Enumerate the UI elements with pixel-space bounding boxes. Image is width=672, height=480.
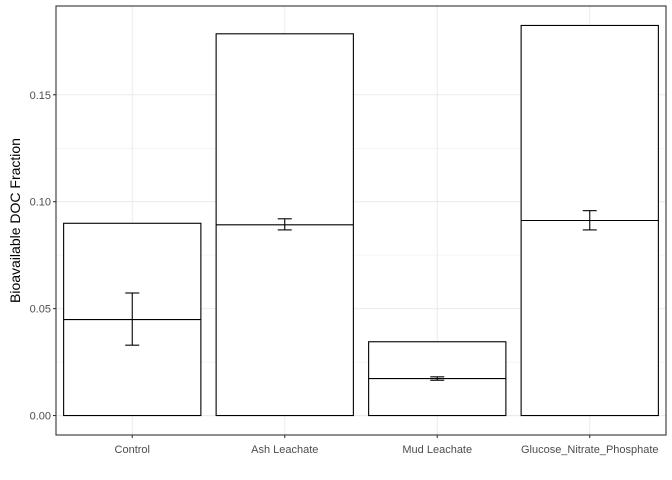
y-axis-ticks: 0.00 0.05 0.10 0.15: [30, 90, 56, 423]
y-tick-label: 0.15: [30, 90, 51, 102]
x-tick-label: Ash Leachate: [251, 444, 318, 456]
plot-panel-border: [55, 5, 667, 436]
y-tick-label: 0.00: [30, 411, 51, 423]
y-tick-label: 0.10: [30, 197, 51, 209]
y-axis-title: Bioavailable DOC Fraction: [7, 138, 23, 303]
x-tick-label: Mud Leachate: [402, 444, 472, 456]
y-tick-label: 0.05: [30, 304, 51, 316]
error-bars: [125, 210, 597, 381]
x-tick-label: Glucose_Nitrate_Phosphate: [521, 444, 659, 456]
x-tick-label: Control: [115, 444, 150, 456]
x-axis-ticks: Control Ash Leachate Mud Leachate Glucose_N…: [115, 435, 659, 456]
